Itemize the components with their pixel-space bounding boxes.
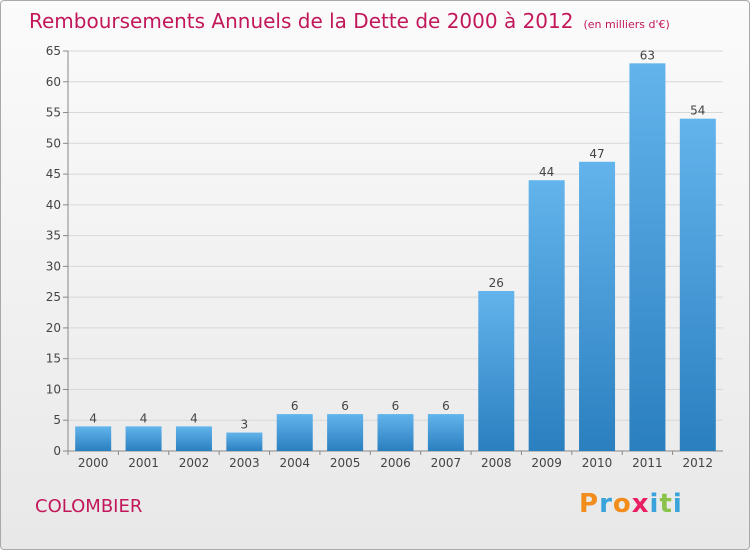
logo-letter: t (659, 489, 673, 519)
data-label-2009: 44 (539, 165, 554, 179)
data-label-2012: 54 (690, 104, 705, 118)
bar-2003 (226, 432, 263, 451)
y-tick-label: 25 (46, 290, 61, 304)
x-tick-label-2012: 2012 (683, 456, 714, 470)
y-tick-label: 60 (46, 75, 61, 89)
x-tick-label-2001: 2001 (128, 456, 159, 470)
x-tick-label-2006: 2006 (380, 456, 411, 470)
x-tick-label-2003: 2003 (229, 456, 260, 470)
y-tick-label: 55 (46, 106, 61, 120)
logo-letter: i (672, 489, 683, 519)
data-label-2000: 4 (89, 411, 97, 425)
proxiti-logo[interactable]: Proxiti (579, 489, 683, 519)
x-tick-label-2002: 2002 (179, 456, 210, 470)
data-label-2001: 4 (140, 411, 148, 425)
x-tick-label-2000: 2000 (78, 456, 109, 470)
bar-2011 (629, 63, 666, 452)
bar-2001 (125, 426, 162, 451)
y-tick-label: 45 (46, 167, 61, 181)
data-label-2010: 47 (589, 147, 604, 161)
bar-2010 (579, 161, 616, 451)
bar-2009 (528, 180, 565, 451)
logo-letter: r (599, 489, 613, 519)
x-tick-label-2004: 2004 (279, 456, 310, 470)
data-label-2003: 3 (241, 418, 249, 432)
x-tick-label-2005: 2005 (330, 456, 361, 470)
logo-letter: o (612, 489, 632, 519)
data-label-2011: 63 (640, 48, 655, 62)
logo-letter: i (649, 489, 660, 519)
y-tick-label: 0 (53, 444, 61, 458)
bar-2005 (327, 414, 364, 451)
y-tick-label: 50 (46, 136, 61, 150)
bar-2012 (679, 118, 716, 451)
data-label-2007: 6 (442, 399, 450, 413)
bar-2008 (478, 291, 515, 451)
bar-2004 (276, 414, 313, 451)
data-label-2008: 26 (489, 276, 504, 290)
y-tick-label: 30 (46, 259, 61, 273)
x-tick-label-2011: 2011 (632, 456, 663, 470)
bar-2006 (377, 414, 414, 451)
data-label-2004: 6 (291, 399, 299, 413)
y-tick-label: 10 (46, 382, 61, 396)
bar-2002 (175, 426, 212, 451)
x-tick-label-2009: 2009 (531, 456, 562, 470)
chart-subtitle: (en milliers d'€) (583, 18, 670, 31)
logo-letter: P (579, 489, 600, 519)
data-label-2006: 6 (392, 399, 400, 413)
chart-title-text: Remboursements Annuels de la Dette de 20… (29, 9, 574, 33)
y-tick-label: 35 (46, 229, 61, 243)
y-tick-label: 20 (46, 321, 61, 335)
bar-2000 (75, 426, 112, 451)
bars (75, 63, 716, 452)
x-tick-label-2007: 2007 (431, 456, 462, 470)
x-tick-label-2010: 2010 (582, 456, 613, 470)
data-label-2005: 6 (341, 399, 349, 413)
grid-lines (68, 50, 723, 421)
y-tick-label: 5 (53, 413, 61, 427)
y-tick-label: 40 (46, 198, 61, 212)
axes: 0 5 10 15 20 25 30 35 40 45 50 55 60 65 2000 2001 2002 20… (46, 44, 723, 470)
y-tick-label: 15 (46, 352, 61, 366)
data-label-2002: 4 (190, 411, 198, 425)
city-name: COLOMBIER (35, 496, 143, 517)
bar-2007 (427, 414, 464, 451)
y-tick-label: 65 (46, 44, 61, 58)
chart-title: Remboursements Annuels de la Dette de 20… (29, 9, 670, 33)
x-tick-label-2008: 2008 (481, 456, 512, 470)
logo-letter: x (631, 489, 650, 519)
